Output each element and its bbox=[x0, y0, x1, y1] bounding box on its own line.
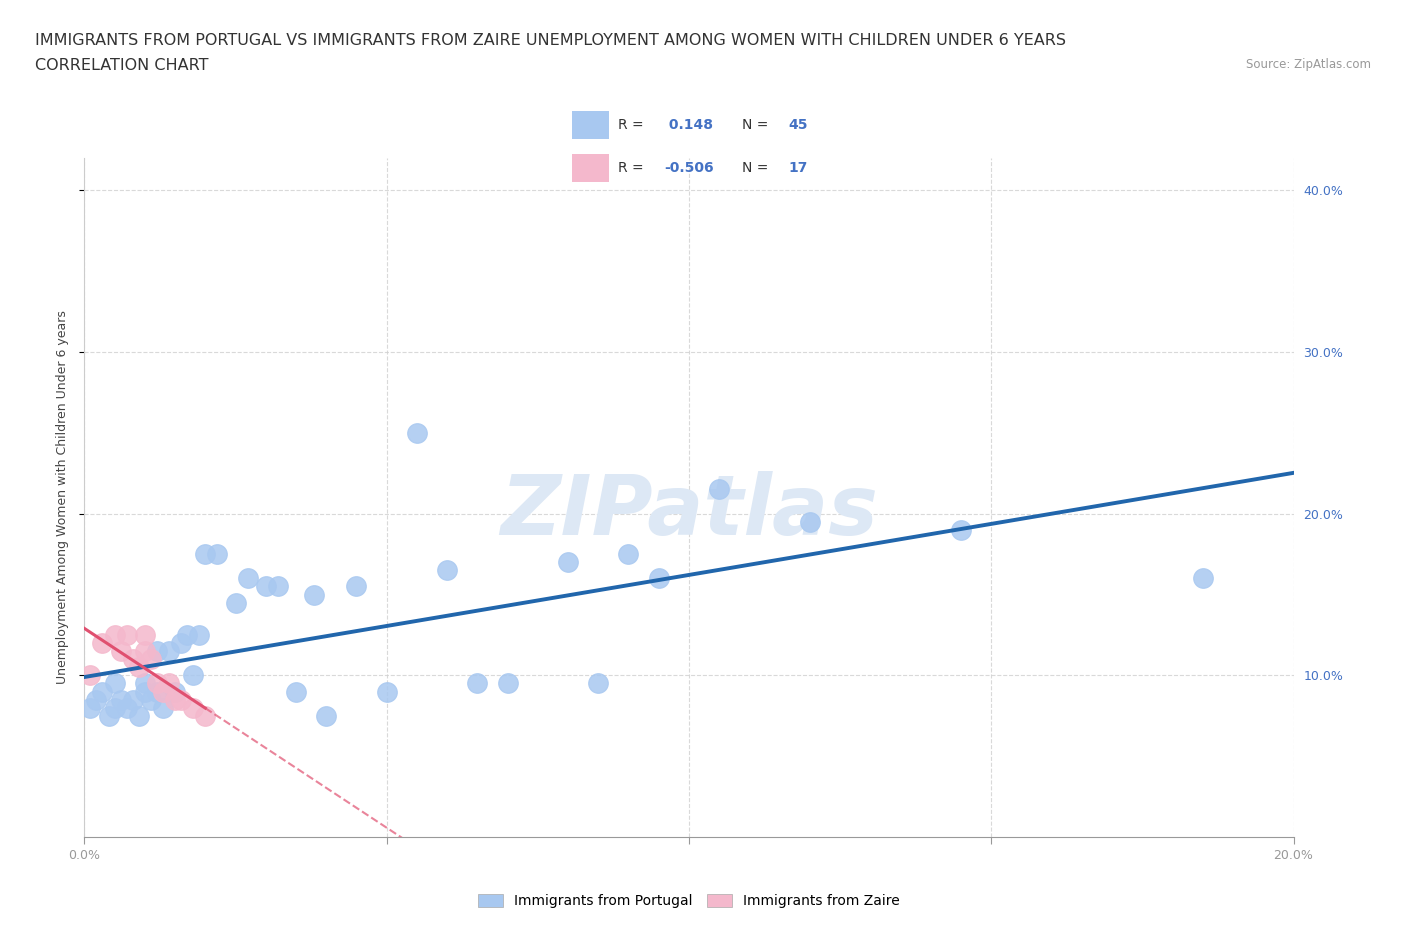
Text: IMMIGRANTS FROM PORTUGAL VS IMMIGRANTS FROM ZAIRE UNEMPLOYMENT AMONG WOMEN WITH : IMMIGRANTS FROM PORTUGAL VS IMMIGRANTS F… bbox=[35, 33, 1066, 47]
Point bbox=[588, 676, 610, 691]
Point bbox=[188, 628, 211, 643]
Point bbox=[436, 563, 458, 578]
Point bbox=[950, 523, 973, 538]
Point bbox=[115, 700, 138, 715]
Point bbox=[121, 652, 143, 667]
Bar bbox=[572, 111, 609, 140]
Point bbox=[157, 644, 180, 658]
Point bbox=[302, 587, 325, 602]
Text: R =: R = bbox=[619, 118, 648, 132]
Point bbox=[181, 668, 204, 683]
Text: 45: 45 bbox=[789, 118, 807, 132]
Text: 17: 17 bbox=[789, 161, 807, 175]
Point bbox=[207, 547, 229, 562]
Point bbox=[104, 676, 127, 691]
Point bbox=[110, 644, 132, 658]
Point bbox=[267, 579, 290, 594]
Point bbox=[315, 709, 337, 724]
Point bbox=[617, 547, 640, 562]
Text: Source: ZipAtlas.com: Source: ZipAtlas.com bbox=[1246, 58, 1371, 71]
Point bbox=[115, 628, 138, 643]
Text: 0.148: 0.148 bbox=[665, 118, 713, 132]
Point bbox=[346, 579, 368, 594]
Point bbox=[225, 595, 247, 610]
Point bbox=[91, 635, 114, 650]
Point bbox=[97, 709, 120, 724]
Point bbox=[134, 628, 156, 643]
Point bbox=[1192, 571, 1215, 586]
Point bbox=[170, 692, 193, 707]
Y-axis label: Unemployment Among Women with Children Under 6 years: Unemployment Among Women with Children U… bbox=[56, 311, 69, 684]
Point bbox=[134, 684, 156, 699]
Point bbox=[152, 684, 174, 699]
Point bbox=[104, 700, 127, 715]
Point bbox=[91, 684, 114, 699]
Point bbox=[165, 692, 187, 707]
Point bbox=[285, 684, 308, 699]
Point bbox=[139, 652, 162, 667]
Point bbox=[110, 692, 132, 707]
Point bbox=[799, 514, 821, 529]
Point bbox=[648, 571, 671, 586]
Point bbox=[79, 700, 101, 715]
Point bbox=[176, 628, 198, 643]
Point bbox=[121, 692, 143, 707]
Point bbox=[194, 547, 217, 562]
Point bbox=[146, 676, 169, 691]
Point bbox=[79, 668, 101, 683]
Point bbox=[165, 684, 187, 699]
Point bbox=[86, 692, 108, 707]
Point bbox=[170, 635, 193, 650]
Point bbox=[496, 676, 519, 691]
Point bbox=[181, 700, 204, 715]
Point bbox=[152, 700, 174, 715]
Point bbox=[557, 555, 579, 570]
Point bbox=[104, 628, 127, 643]
Point bbox=[375, 684, 398, 699]
Bar bbox=[572, 153, 609, 182]
Point bbox=[134, 676, 156, 691]
Point bbox=[194, 709, 217, 724]
Text: CORRELATION CHART: CORRELATION CHART bbox=[35, 58, 208, 73]
Point bbox=[134, 644, 156, 658]
Point bbox=[236, 571, 259, 586]
Text: -0.506: -0.506 bbox=[665, 161, 714, 175]
Point bbox=[146, 644, 169, 658]
Point bbox=[157, 676, 180, 691]
Point bbox=[146, 684, 169, 699]
Point bbox=[128, 660, 150, 675]
Point bbox=[467, 676, 489, 691]
Point bbox=[709, 482, 731, 497]
Text: N =: N = bbox=[742, 161, 772, 175]
Point bbox=[254, 579, 277, 594]
Point bbox=[139, 692, 162, 707]
Point bbox=[406, 425, 429, 440]
Legend: Immigrants from Portugal, Immigrants from Zaire: Immigrants from Portugal, Immigrants fro… bbox=[478, 894, 900, 908]
Text: N =: N = bbox=[742, 118, 772, 132]
Text: R =: R = bbox=[619, 161, 648, 175]
Point bbox=[128, 709, 150, 724]
Text: ZIPatlas: ZIPatlas bbox=[501, 471, 877, 551]
